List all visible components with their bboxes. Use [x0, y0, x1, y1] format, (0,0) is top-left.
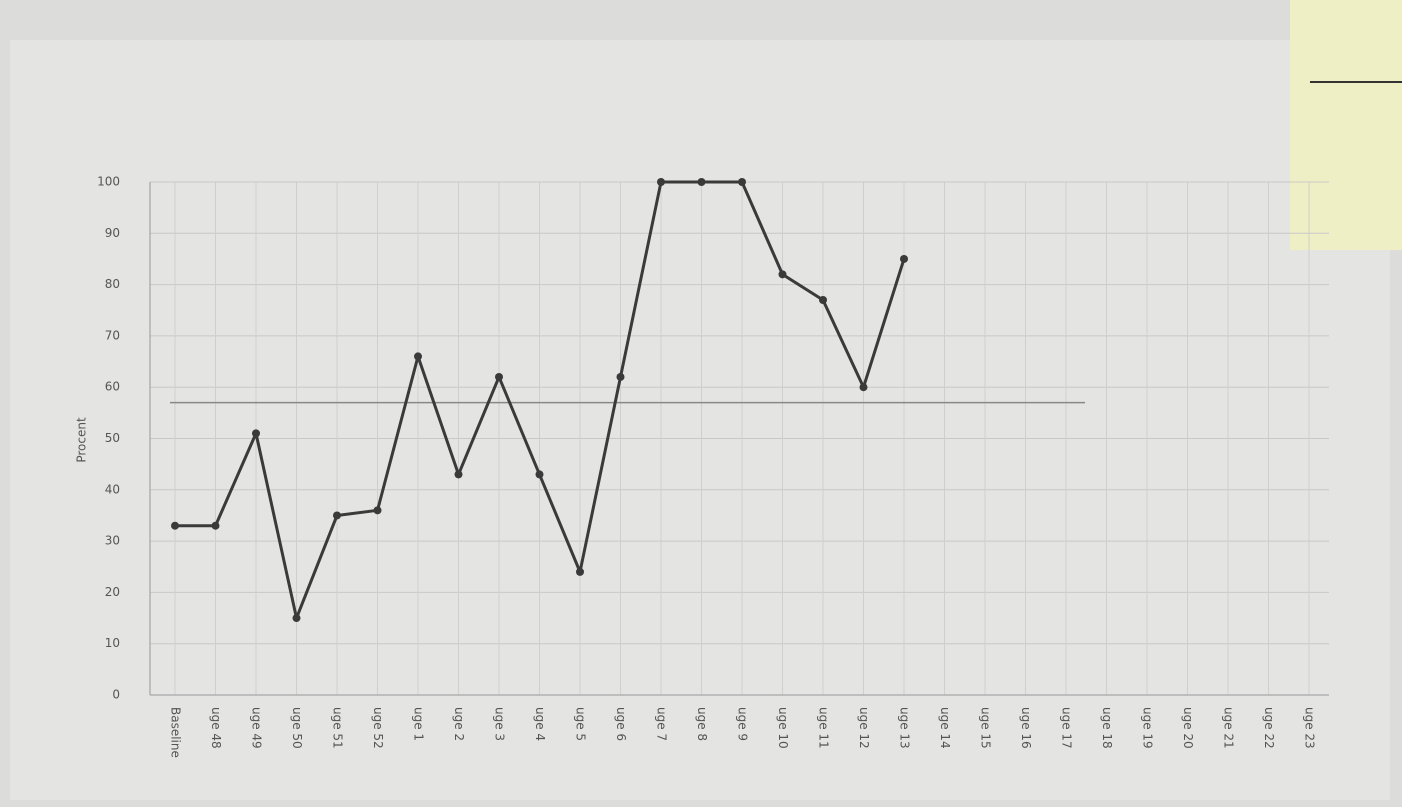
point: [414, 352, 422, 361]
x-tick-label: uge 20: [1181, 707, 1195, 749]
point: [778, 270, 787, 279]
x-tick-label: uge 4: [533, 707, 547, 741]
x-tick-label: uge 52: [371, 707, 385, 749]
y-tick-label: 60: [105, 380, 120, 394]
x-tick-label: uge 18: [1100, 707, 1114, 749]
y-tick-label: 70: [105, 328, 120, 342]
point: [333, 511, 341, 520]
x-tick-label: uge 22: [1262, 707, 1276, 749]
x-tick-label: uge 19: [1141, 707, 1155, 749]
y-tick-label: 0: [112, 688, 120, 702]
x-tick-label: uge 10: [776, 707, 790, 749]
x-tick-label: uge 21: [1222, 707, 1236, 749]
x-tick-label: uge 49: [250, 707, 264, 749]
y-tick-label: 30: [105, 534, 120, 548]
x-tick-label: uge 1: [412, 707, 426, 741]
y-tick-label: 50: [105, 431, 120, 445]
point: [859, 383, 868, 392]
point: [657, 178, 665, 186]
point: [616, 372, 625, 381]
x-tick-label: uge 14: [938, 707, 952, 749]
x-tick-label: uge 8: [695, 707, 709, 741]
point: [697, 178, 706, 186]
x-tick-label: uge 11: [817, 707, 831, 749]
x-tick-label: uge 13: [898, 707, 912, 749]
x-tick-label: uge 48: [209, 707, 223, 749]
point: [292, 614, 301, 623]
point: [171, 521, 179, 530]
y-axis-label: Procent: [75, 417, 89, 463]
x-tick-label: uge 17: [1060, 707, 1074, 749]
point: [211, 521, 220, 530]
point: [252, 429, 260, 438]
x-tick-label: uge 3: [493, 707, 507, 741]
x-tick-label: uge 9: [736, 707, 750, 741]
point: [535, 470, 544, 479]
x-tick-label: uge 2: [452, 707, 466, 741]
x-tick-label: uge 7: [655, 707, 669, 741]
point: [738, 178, 746, 186]
x-tick-label: uge 6: [614, 707, 628, 741]
x-tick-label: uge 16: [1019, 707, 1033, 749]
y-tick-label: 10: [105, 636, 120, 650]
point: [373, 506, 382, 515]
point: [819, 295, 827, 304]
sticky-note: [1290, 0, 1402, 250]
point: [495, 372, 503, 381]
y-tick-label: 40: [105, 482, 120, 496]
point: [576, 567, 584, 576]
x-tick-label: uge 15: [979, 707, 993, 749]
y-tick-label: 20: [105, 585, 120, 599]
y-tick-label: 80: [105, 277, 120, 291]
point: [454, 470, 463, 479]
x-tick-label: uge 51: [331, 707, 345, 749]
x-tick-label: Baseline: [169, 707, 183, 758]
y-tick-label: 100: [97, 175, 120, 189]
x-tick-label: uge 23: [1303, 707, 1317, 749]
point: [900, 254, 908, 263]
sheet: [10, 40, 1390, 800]
x-tick-label: uge 12: [857, 707, 871, 749]
y-tick-label: 90: [105, 226, 120, 240]
x-tick-label: uge 50: [290, 707, 304, 749]
x-tick-label: uge 5: [574, 707, 588, 741]
